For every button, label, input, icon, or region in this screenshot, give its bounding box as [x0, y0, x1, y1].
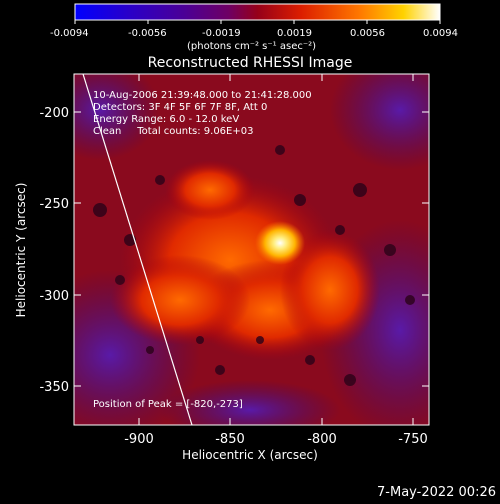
footer-date: 7-May-2022 00:26: [377, 485, 496, 500]
rhessi-image: [74, 74, 429, 425]
colorbar-unit-label: (photons cm⁻² s⁻¹ asec⁻²): [187, 41, 316, 52]
colorbar-ticks: [74, 20, 441, 24]
x-axis-ticks: [138, 74, 414, 425]
x-tick-label: -750: [398, 432, 428, 447]
colorbar-tick-label: 0.0019: [277, 28, 312, 39]
x-tick-label: -800: [307, 432, 337, 447]
x-axis-label: Heliocentric X (arcsec): [182, 448, 318, 462]
x-tick-label: -900: [124, 432, 154, 447]
colorbar-tick-label: 0.0056: [350, 28, 385, 39]
y-tick-label: -200: [39, 106, 69, 121]
y-axis-ticks: [74, 111, 429, 387]
plot-title: Reconstructed RHESSI Image: [148, 55, 353, 71]
colorbar-tick-label: 0.0094: [423, 28, 458, 39]
clean-counts-text: Clean Total counts: 9.06E+03: [93, 126, 253, 137]
y-tick-label: -300: [39, 289, 69, 304]
detectors-text: Detectors: 3F 4F 5F 6F 7F 8F, Att 0: [93, 102, 267, 113]
x-tick-label: -850: [215, 432, 245, 447]
y-tick-label: -350: [39, 380, 69, 395]
energy-range-text: Energy Range: 6.0 - 12.0 keV: [93, 114, 239, 125]
time-range-text: 10-Aug-2006 21:39:48.000 to 21:41:28.000: [93, 90, 312, 101]
colorbar: [74, 3, 441, 21]
y-axis-label: Heliocentric Y (arcsec): [14, 183, 28, 318]
peak-position-text: Position of Peak = [-820,-273]: [93, 399, 243, 410]
colorbar-tick-label: -0.0056: [128, 28, 167, 39]
solar-limb-line: [82, 74, 193, 425]
plot-frame: [73, 73, 430, 426]
colorbar-tick-label: -0.0094: [50, 28, 89, 39]
colorbar-tick-label: -0.0019: [202, 28, 241, 39]
y-tick-label: -250: [39, 197, 69, 212]
